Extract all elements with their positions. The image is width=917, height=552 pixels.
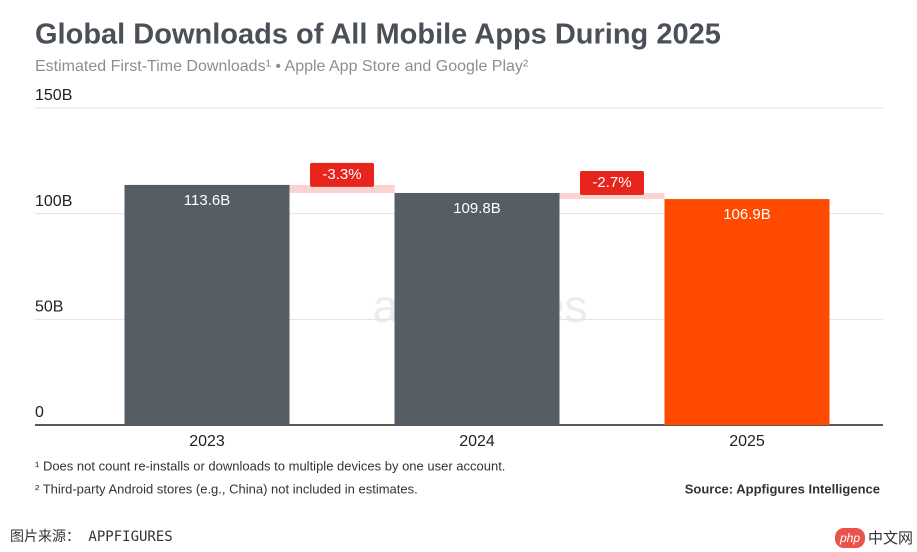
chart-subtitle: Estimated First-Time Downloads¹ • Apple …: [35, 58, 529, 75]
logo-text: php: [839, 531, 860, 545]
bar: [124, 184, 290, 425]
y-tick-label: 100B: [35, 193, 72, 210]
source: Source: Appfigures Intelligence: [685, 481, 880, 496]
y-tick-label: 50B: [35, 299, 63, 316]
footnote: ¹ Does not count re-installs or download…: [35, 458, 505, 473]
change-label: -3.3%: [322, 166, 361, 183]
bar-value-label: 113.6B: [184, 192, 230, 209]
logo-badge: [835, 528, 865, 548]
bar-value-label: 109.8B: [453, 200, 501, 217]
change-badge: [310, 162, 374, 187]
change-label: -2.7%: [592, 174, 631, 191]
change-band: [559, 192, 665, 200]
x-tick-label: 2024: [459, 433, 495, 450]
y-tick-label: 0: [35, 404, 44, 421]
x-tick-label: 2023: [189, 433, 225, 450]
y-tick-label: 150B: [35, 87, 72, 104]
footnote: ² Third-party Android stores (e.g., Chin…: [35, 481, 418, 496]
x-tick-label: 2025: [729, 433, 765, 450]
bar: [394, 192, 560, 425]
bar-value-label: 106.9B: [723, 206, 771, 223]
bar: [664, 199, 830, 425]
change-badge: [580, 170, 644, 195]
logo-text: 中文网: [868, 530, 913, 547]
change-band: [289, 184, 395, 193]
caption: 图片来源： APPFIGURES: [10, 529, 173, 545]
chart-title: Global Downloads of All Mobile Apps Duri…: [35, 19, 721, 51]
